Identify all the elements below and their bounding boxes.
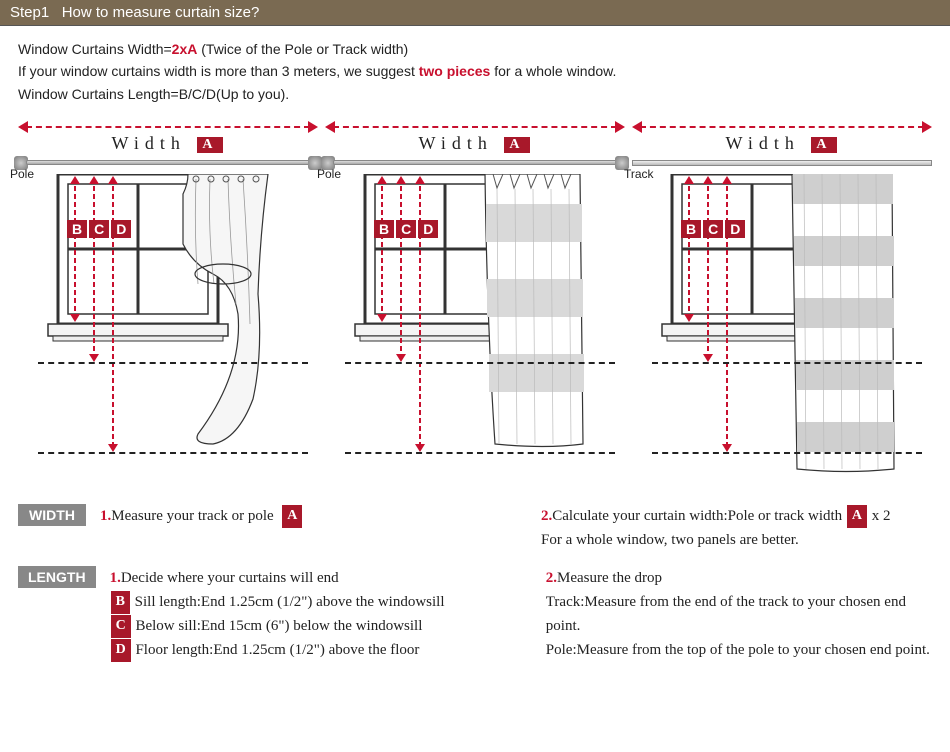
dash-c [38,362,308,364]
width-step1: 1.Measure your track or pole A [100,504,491,552]
badge-c: C [396,220,416,238]
badge-d-inline: D [111,639,131,661]
arrow-b [381,178,383,320]
intro-l2-post: for a whole window. [490,63,616,79]
window-diagram-svg [652,174,912,474]
width-arrow [18,121,318,133]
curtain-rod [325,156,625,170]
width-step2-sub: For a whole window, two panels are bette… [541,528,932,552]
diagram-1: Width A Pole [18,121,318,474]
length-badge: LENGTH [18,566,96,588]
badge-b: B [681,220,701,238]
badge-c: C [703,220,723,238]
width-step2: 2.Calculate your curtain width:Pole or t… [541,504,932,552]
arrow-d [112,178,114,450]
badge-a: A [811,137,837,153]
diagram-3: Width A Track [632,121,932,474]
arrow-d [726,178,728,450]
badge-a: A [197,137,223,153]
badge-a: A [504,137,530,153]
badge-a-inline: A [847,505,867,527]
intro-text: Window Curtains Width=2xA (Twice of the … [18,38,932,105]
badge-c-inline: C [111,615,131,637]
badge-c: C [89,220,109,238]
arrow-d [419,178,421,450]
step-header: Step1 How to measure curtain size? [0,0,950,26]
width-label: Width A [325,133,625,154]
length-step1: 1.Decide where your curtains will end B … [110,566,496,662]
arrow-b [688,178,690,320]
curtain-rod [18,156,318,170]
window-diagram-svg [345,174,605,474]
width-arrow [632,121,932,133]
curtain-track [632,156,932,170]
badge-b: B [67,220,87,238]
bcd-badges: BCD [66,220,132,239]
instructions: WIDTH 1.Measure your track or pole A 2.C… [18,504,932,662]
badge-b: B [374,220,394,238]
bcd-badges: BCD [373,220,439,239]
dash-c [652,362,922,364]
length-step2: 2.Measure the drop Track:Measure from th… [546,566,932,662]
dash-c [345,362,615,364]
step-title: How to measure curtain size? [62,4,260,21]
intro-l1-pre: Window Curtains Width= [18,41,172,57]
width-row: WIDTH 1.Measure your track or pole A 2.C… [18,504,932,552]
intro-l2-pre: If your window curtains width is more th… [18,63,419,79]
arrow-c [707,178,709,360]
diagram-2: Width A Pole [325,121,625,474]
intro-l2-red: two pieces [419,63,491,79]
diagrams-row: Width A Pole [18,121,932,474]
arrow-c [400,178,402,360]
badge-b-inline: B [111,591,130,613]
step-number: Step1 [10,4,49,21]
dash-d [38,452,308,454]
content: Window Curtains Width=2xA (Twice of the … [0,26,950,696]
width-arrow [325,121,625,133]
dash-d [652,452,922,454]
intro-l1-red: 2xA [172,41,198,57]
badge-a-inline: A [282,505,302,527]
width-badge: WIDTH [18,504,86,526]
badge-d: D [418,220,438,238]
window-diagram-svg [38,174,298,474]
arrow-c [93,178,95,360]
intro-l3: Window Curtains Length=B/C/D(Up to you). [18,83,932,105]
arrow-b [74,178,76,320]
badge-d: D [725,220,745,238]
bcd-badges: BCD [680,220,746,239]
width-label: Width A [632,133,932,154]
intro-l1-post: (Twice of the Pole or Track width) [197,41,408,57]
width-label: Width A [18,133,318,154]
dash-d [345,452,615,454]
length-row: LENGTH 1.Decide where your curtains will… [18,566,932,662]
badge-d: D [111,220,131,238]
